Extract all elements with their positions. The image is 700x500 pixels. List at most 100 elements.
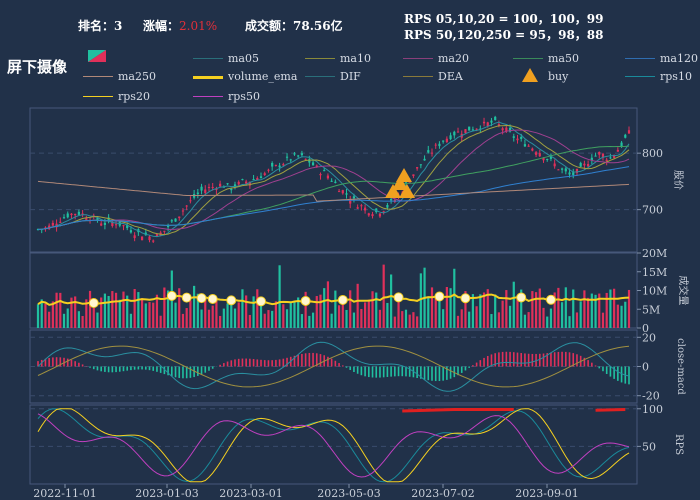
volume-bar <box>427 296 430 328</box>
volume-bar <box>166 290 170 328</box>
macd-bar <box>505 351 508 367</box>
macd-bar <box>360 366 363 376</box>
candle <box>390 199 393 201</box>
macd-bar <box>133 366 136 370</box>
volume-bar <box>219 315 222 328</box>
macd-bar <box>275 359 277 367</box>
candle <box>181 210 185 212</box>
legend-swatch-volume_ema <box>193 76 223 79</box>
macd-bar <box>386 366 389 377</box>
candle <box>77 211 80 215</box>
volume-bar <box>386 302 389 328</box>
macd-bar <box>52 357 54 367</box>
macd-bar <box>81 364 84 367</box>
macd-bar <box>334 360 337 367</box>
volume-bar <box>129 313 133 328</box>
volume-bar <box>568 316 571 328</box>
volume-bar <box>501 300 504 328</box>
macd-bar <box>315 353 318 367</box>
volume-bar <box>352 312 356 328</box>
volume-bar <box>516 299 519 328</box>
macd-bar <box>204 366 207 373</box>
volume-bar <box>349 290 352 328</box>
macd-bar <box>427 366 430 381</box>
candle <box>367 213 370 216</box>
macd-bar <box>442 366 444 381</box>
macd-bar <box>197 366 199 376</box>
candle <box>427 150 430 153</box>
candle <box>575 168 579 173</box>
macd-bar <box>542 353 545 367</box>
macd-bar <box>241 358 244 367</box>
volume-bar <box>285 309 289 328</box>
macd-bar <box>460 366 463 373</box>
volume-ema-marker <box>181 292 192 303</box>
ma-line <box>37 124 630 236</box>
volume-bar <box>267 310 270 328</box>
macd-bar <box>126 366 129 371</box>
candle <box>166 225 170 228</box>
macd-bar <box>144 366 147 370</box>
candle <box>62 217 66 219</box>
legend-label-ma10: ma10 <box>340 52 371 65</box>
macd-bar <box>107 366 110 373</box>
macd-bar <box>137 366 140 370</box>
x-tick-label: 2023-03-01 <box>219 487 282 500</box>
macd-bar <box>78 362 80 367</box>
volume-bar <box>155 294 159 328</box>
candle <box>70 213 73 216</box>
legend-label-ma50: ma50 <box>548 52 579 65</box>
candle <box>207 187 211 189</box>
macd-bar <box>553 352 556 367</box>
volume-bar <box>553 292 556 328</box>
volume-ema-marker <box>196 293 207 304</box>
macd-bar <box>379 366 381 378</box>
volume-bar <box>308 315 311 328</box>
candle <box>620 142 623 147</box>
macd-bar <box>304 353 307 367</box>
macd-bar <box>587 360 589 367</box>
volume-bar <box>341 302 344 328</box>
macd-bar <box>249 358 251 367</box>
macd-bar <box>494 353 496 367</box>
candle <box>129 230 133 233</box>
candle <box>274 164 277 166</box>
macd-bar <box>368 366 370 378</box>
legend-swatch-ma120 <box>625 58 655 59</box>
macd-bar <box>483 357 485 367</box>
candle <box>512 136 515 138</box>
candle <box>111 222 114 227</box>
volume-bar <box>233 308 237 328</box>
macd-bar <box>546 353 549 367</box>
macd-bar <box>55 357 58 367</box>
volume-bar <box>144 303 147 328</box>
macd-bar <box>565 351 567 367</box>
volume-bar <box>100 297 103 328</box>
candle <box>412 174 415 177</box>
candle <box>490 120 493 123</box>
macd-bar <box>330 358 333 367</box>
macd-bar <box>401 366 404 377</box>
candle <box>315 165 318 167</box>
candle <box>523 144 527 147</box>
y-tick-label: 15M <box>642 266 667 279</box>
x-tick-label: 2022-11-01 <box>33 487 96 500</box>
volume-bar <box>226 303 229 328</box>
legend-label-ma250: ma250 <box>118 70 156 83</box>
macd-bar <box>178 366 181 378</box>
macd-bar <box>446 366 448 380</box>
candle <box>520 136 523 139</box>
macd-bar <box>371 366 374 378</box>
macd-bar <box>382 366 385 378</box>
macd-bar <box>423 366 426 380</box>
rank-text: 排名：3 <box>78 19 123 33</box>
candle <box>624 134 627 138</box>
legend-label-ma20: ma20 <box>438 52 469 65</box>
volume-bar <box>230 302 233 328</box>
volume-ema-marker <box>434 291 445 302</box>
volume-bar <box>111 291 114 328</box>
volume-bar <box>126 295 129 328</box>
volume-bar <box>103 293 107 328</box>
candle <box>319 174 322 176</box>
candle <box>170 220 173 222</box>
